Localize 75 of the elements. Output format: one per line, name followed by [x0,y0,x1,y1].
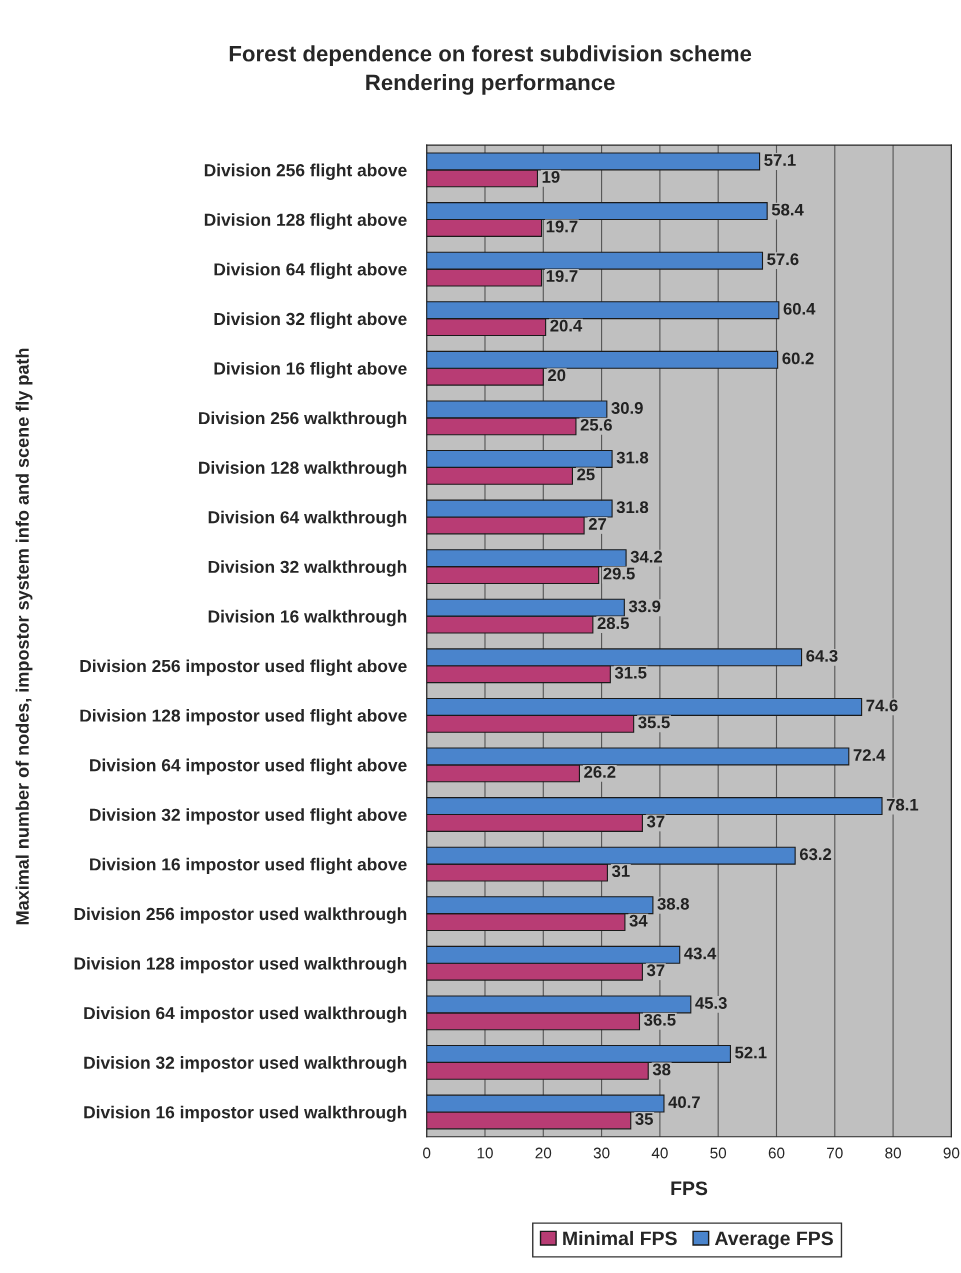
data-label: 35 [635,1113,653,1125]
data-label: 34 [629,914,648,927]
data-label: 58.4 [771,203,804,216]
y-axis-title: Maximal number of nodes, impostor system info and scene fly path [15,348,33,925]
y-tick-label: Division 128 flight above [204,213,407,230]
data-label: 26.2 [584,766,616,778]
data-label: 72.4 [853,749,886,761]
data-label: 60.4 [783,302,816,315]
y-tick-label: Division 256 walkthrough [199,411,407,428]
data-label: 57.6 [767,253,799,266]
x-tick-label: 50 [710,1147,727,1159]
chart-title: Forest dependence on forest subdivision scheme Rendering performance [229,45,752,95]
data-label: 27 [588,518,607,530]
data-label: 28.5 [597,617,629,630]
y-tick-label: Division 16 flight above [214,361,407,379]
x-tick-label: 30 [593,1147,610,1159]
data-label: 36.5 [644,1013,676,1026]
data-label: 25.6 [580,418,612,431]
data-label: 35.5 [638,716,670,729]
data-label: 20.4 [550,319,583,332]
data-label: 38 [652,1063,671,1076]
y-tick-label: Division 256 impostor used walkthrough [74,907,407,924]
x-tick-label: 0 [423,1147,431,1159]
data-label: 60.2 [782,352,814,365]
data-label: 74.6 [866,699,898,712]
y-tick-label: Division 256 flight above [204,163,407,180]
data-label: 64.3 [806,649,838,662]
x-tick-label: 70 [827,1147,843,1159]
y-tick-label: Division 32 impostor used flight above [90,808,407,825]
data-label: 31.8 [616,451,649,464]
legend-label: Average FPS [714,1231,833,1250]
y-tick-label: Division 32 flight above [214,312,407,329]
x-tick-label: 10 [477,1147,493,1159]
data-label: 19.7 [546,270,578,282]
x-tick-label: 90 [943,1147,960,1159]
data-label: 20 [548,369,566,382]
y-tick-label: Division 64 walkthrough [208,510,407,527]
data-label: 43.4 [684,947,717,960]
data-label: 63.2 [799,848,832,861]
data-label: 25 [577,468,595,481]
data-label: 30.9 [611,402,643,414]
data-label: 37 [646,964,665,977]
data-label: 34.2 [630,550,663,563]
y-tick-label: Division 64 flight above [214,262,407,280]
y-tick-label: Division 16 impostor used flight above [90,857,407,875]
data-label: 29.5 [603,567,635,580]
y-tick-label: Division 256 impostor used flight above [80,659,407,676]
y-tick-label: Division 128 impostor used walkthrough [74,956,407,974]
data-label: 31.8 [616,501,649,514]
y-tick-label: Division 32 impostor used walkthrough [84,1056,407,1073]
data-label: 33.9 [628,600,661,613]
y-tick-label: Division 64 impostor used walkthrough [84,1006,407,1023]
y-tick-label: Division 16 impostor used walkthrough [84,1105,407,1122]
data-label: 45.3 [695,997,727,1009]
data-label: 19.7 [546,220,578,233]
data-label: 19 [542,171,560,183]
data-label: 38.8 [657,897,689,910]
y-tick-label: Division 128 walkthrough [199,461,407,478]
x-tick-label: 40 [651,1147,668,1159]
y-tick-label: Division 16 walkthrough [208,609,407,627]
y-tick-label: Division 128 impostor used flight above [80,709,407,726]
data-label: 57.1 [764,154,796,166]
data-label: 78.1 [886,798,919,811]
x-tick-label: 80 [885,1147,901,1159]
y-tick-label: Division 64 impostor used flight above [90,758,407,775]
data-label: 31 [611,865,630,878]
y-tick-label: Division 32 walkthrough [208,560,407,577]
data-label: 52.1 [735,1046,767,1059]
legend-label: Minimal FPS [563,1230,677,1246]
x-tick-label: 60 [768,1147,785,1159]
data-label: 31.5 [614,666,647,679]
data-label: 37 [646,815,665,828]
x-tick-label: 20 [535,1147,552,1159]
data-label: 40.7 [668,1096,700,1109]
x-axis-title: FPS [671,1181,708,1196]
